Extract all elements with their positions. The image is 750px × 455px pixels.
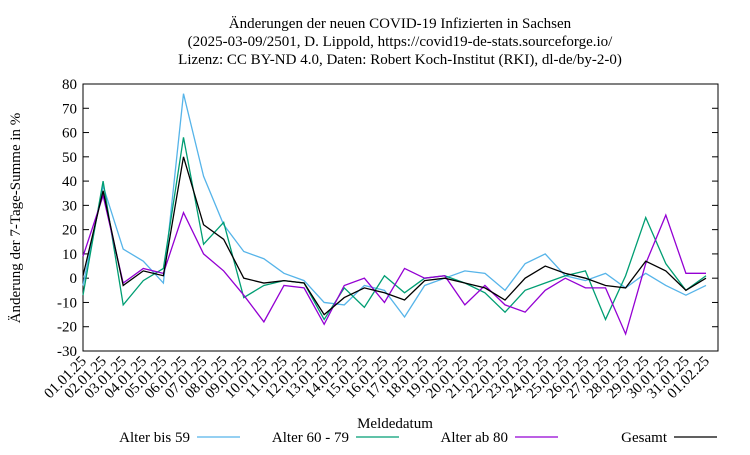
plot-frame (82, 83, 719, 352)
chart-subtitle: (2025-03-09/2501, D. Lippold, https://co… (188, 34, 613, 50)
y-axis-label: Änderung der 7-Tage-Summe in % (7, 113, 24, 324)
legend-label: Alter ab 80 (441, 430, 508, 446)
y-tick-label: 70 (62, 101, 77, 117)
y-tick-label: 40 (62, 174, 77, 190)
legend-label: Gesamt (621, 430, 668, 446)
line-series (82, 193, 706, 336)
x-axis-label: Meldedatum (357, 416, 433, 432)
y-tick-label: 60 (62, 126, 77, 142)
y-tick-label: -30 (57, 344, 77, 360)
y-tick-label: 0 (70, 271, 78, 287)
legend-label: Alter bis 59 (119, 430, 190, 446)
line-series (82, 93, 707, 319)
y-tick-label: -20 (57, 320, 77, 336)
y-tick-label: -10 (57, 295, 77, 311)
y-tick-label: 10 (62, 247, 77, 263)
y-tick-label: 80 (62, 77, 77, 93)
chart-subtitle: Lizenz: CC BY-ND 4.0, Daten: Robert Koch… (178, 52, 622, 68)
y-tick-label: 20 (62, 223, 77, 239)
legend-label: Alter 60 - 79 (272, 430, 349, 446)
chart-title: Änderungen der neuen COVID-19 Infizierte… (229, 15, 572, 32)
y-tick-label: 50 (62, 150, 77, 166)
line-series (82, 156, 707, 316)
y-tick-label: 30 (62, 198, 77, 214)
